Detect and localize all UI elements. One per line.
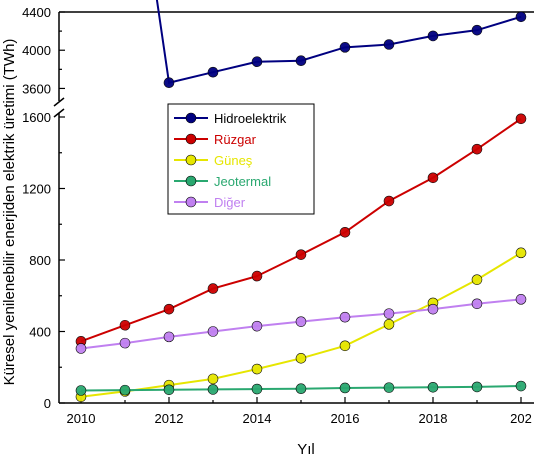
data-point: [471, 274, 483, 285]
data-point: [339, 311, 351, 323]
data-point: [339, 382, 351, 394]
data-point: [163, 303, 175, 315]
data-point: [471, 298, 483, 310]
data-point: [427, 172, 439, 184]
data-point: [251, 383, 263, 395]
x-tick-label: 2016: [331, 411, 360, 426]
data-point: [515, 294, 527, 305]
data-point: [119, 384, 131, 396]
data-point: [207, 326, 219, 337]
data-point: [207, 373, 219, 385]
y-tick-label: 4400: [22, 5, 51, 20]
axis-break-mark-lower: [53, 108, 65, 118]
x-tick-label: 2014: [243, 411, 272, 426]
legend-label: Hidroelektrik: [214, 111, 287, 126]
legend-swatch-marker: [185, 154, 197, 166]
legend: Hidroelektrik Rüzgar Güneş Jeotermal Diğer: [167, 103, 315, 215]
data-point: [251, 320, 263, 332]
y-axis-title: Küresel yenilenebilir enerjiden elektrik…: [1, 39, 18, 386]
data-point: [383, 195, 395, 207]
legend-label: Rüzgar: [214, 132, 257, 147]
x-tick-label: 2010: [67, 411, 96, 426]
data-point: [427, 30, 439, 42]
data-point: [295, 55, 307, 67]
x-tick-label: 2018: [419, 411, 448, 426]
legend-swatch-marker: [185, 196, 197, 208]
data-point: [427, 381, 439, 393]
x-axis-title: Yıl: [297, 441, 315, 458]
legend-label: Jeotermal: [214, 174, 271, 189]
tick-labels: 2010 2012 2014 2016 2018 20204008001200160036…: [22, 5, 532, 426]
data-point: [515, 380, 527, 392]
data-point: [295, 316, 307, 327]
legend-swatch-marker: [185, 112, 197, 124]
plot-frame: [53, 11, 534, 404]
data-point: [383, 382, 395, 393]
data-point: [251, 270, 263, 282]
legend-swatch-marker: [185, 133, 197, 145]
legend-item-diger: Diğer: [174, 195, 246, 210]
data-point: [163, 77, 175, 89]
axis-ticks: [59, 11, 522, 404]
data-point: [339, 340, 351, 352]
data-point: [515, 247, 527, 259]
data-point: [471, 24, 483, 36]
data-point: [207, 66, 219, 78]
series-ruzgar: [75, 113, 527, 347]
x-tick-label: 2012: [155, 411, 184, 426]
legend-label: Diğer: [214, 195, 246, 210]
data-point: [119, 337, 131, 349]
data-point: [295, 249, 307, 260]
data-point: [207, 283, 219, 294]
data-point: [163, 384, 175, 396]
data-point: [251, 363, 263, 375]
y-tick-label: 1600: [22, 110, 51, 125]
y-tick-label: 0: [44, 396, 51, 411]
legend-item-jeotermal: Jeotermal: [174, 174, 271, 189]
data-point: [383, 308, 395, 319]
legend-item-hidroelektrik: Hidroelektrik: [174, 111, 287, 126]
data-point: [515, 11, 527, 23]
y-tick-label: 1200: [22, 182, 51, 197]
data-point: [339, 226, 351, 238]
data-point: [295, 383, 307, 395]
legend-swatch-marker: [185, 175, 197, 187]
data-point: [471, 143, 483, 155]
data-point: [207, 384, 219, 395]
data-point: [119, 319, 131, 331]
data-point: [163, 331, 175, 343]
series-hidroelektrik: [155, 0, 527, 89]
series-layer: [75, 0, 527, 403]
legend-label: Güneş: [214, 153, 253, 168]
series-diger: [75, 294, 527, 354]
x-tick-label: 202: [510, 411, 532, 426]
data-point: [295, 353, 307, 364]
data-point: [75, 385, 87, 396]
data-point: [383, 39, 395, 50]
data-point: [75, 343, 87, 354]
y-tick-label: 800: [29, 253, 51, 268]
data-point: [383, 319, 395, 330]
y-tick-label: 4000: [22, 43, 51, 58]
data-point: [515, 113, 527, 125]
data-point: [339, 42, 351, 53]
legend-item-ruzgar: Rüzgar: [174, 132, 257, 147]
data-point: [251, 56, 263, 67]
legend-item-gunes: Güneş: [174, 153, 253, 168]
data-point: [427, 303, 439, 315]
axis-break-mark-upper: [53, 97, 65, 107]
y-tick-label: 400: [29, 325, 51, 340]
series-jeotermal: [75, 380, 527, 396]
data-point: [471, 381, 483, 393]
y-tick-label: 3600: [22, 81, 51, 96]
